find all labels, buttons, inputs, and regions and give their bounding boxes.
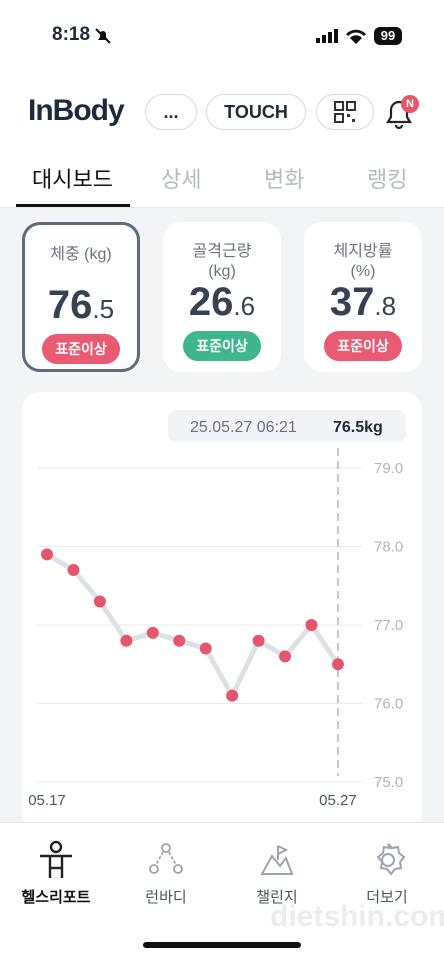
touch-button[interactable]: TOUCH (206, 94, 306, 130)
tab-underline (16, 204, 130, 207)
card-value: 37.8 (304, 280, 422, 325)
divider (0, 207, 444, 208)
point (146, 626, 159, 639)
watermark: dietshin.com (270, 900, 444, 933)
point (93, 595, 106, 608)
chart: 25.05.27 06:21 76.5kg 79.0 78.0 77.0 76.0 75… (28, 410, 406, 809)
logo: InBody (28, 94, 125, 127)
nav-item[interactable]: 챌린지 (256, 889, 298, 906)
status-pill: 표준이상 (42, 334, 120, 364)
chart-card: 25.05.27 06:21 76.5kg 79.0 78.0 77.0 76.0 75… (22, 392, 422, 832)
card[interactable]: 체중 (kg) 76.5 표준이상 (22, 222, 140, 372)
clock: 8:18 (52, 24, 91, 45)
value-dec: .8 (374, 291, 397, 321)
y-tick-label: 75.0 (374, 774, 403, 791)
y-tick-label: 79.0 (374, 460, 403, 477)
tooltip-value: 76.5kg (333, 419, 383, 436)
y-tick-label: 78.0 (374, 539, 403, 556)
point (199, 642, 212, 655)
home-indicator (143, 942, 301, 948)
tab[interactable]: 상세 (161, 167, 202, 192)
card-value: 26.6 (163, 280, 281, 325)
status-pill: 표준이상 (183, 331, 261, 361)
more-button[interactable]: ... (145, 94, 197, 130)
value-int: 76 (47, 283, 93, 327)
card-label: 골격근량 (kg) (192, 243, 252, 280)
point (120, 634, 133, 647)
value-int: 26 (188, 280, 234, 324)
point (173, 634, 186, 647)
nav-item[interactable]: 더보기 (366, 889, 408, 906)
card-label: 체지방률 (%) (333, 243, 393, 280)
qr-button[interactable] (316, 94, 374, 130)
point (279, 650, 292, 663)
x-tick-label: 05.27 (319, 792, 357, 809)
point (226, 689, 239, 702)
badge: N (401, 95, 419, 113)
battery: 99 (374, 27, 402, 45)
y-tick-label: 77.0 (374, 617, 403, 634)
bottom-nav (0, 822, 444, 961)
qr-icon (334, 101, 356, 123)
card[interactable]: 골격근량 (kg) 26.6 표준이상 (163, 222, 281, 372)
point (331, 658, 344, 671)
nav-icons (40, 840, 406, 878)
nav-item[interactable]: 런바디 (145, 889, 187, 906)
signal-wifi (316, 29, 366, 44)
point (252, 634, 265, 647)
y-tick-label: 76.0 (374, 696, 403, 713)
tab[interactable]: 변화 (264, 167, 305, 192)
silent-icon (95, 28, 111, 44)
tab-active[interactable]: 대시보드 (32, 167, 113, 192)
tab[interactable]: 랭킹 (367, 167, 408, 192)
x-tick-label: 05.17 (28, 792, 66, 809)
line (45, 552, 341, 699)
point (67, 564, 80, 577)
value-int: 37 (329, 280, 375, 324)
point (305, 619, 318, 631)
card-value: 76.5 (25, 283, 137, 328)
value-dec: .5 (92, 294, 115, 324)
value-dec: .6 (233, 291, 256, 321)
nav-item-active[interactable]: 헬스리포트 (21, 889, 91, 906)
tooltip-date: 25.05.27 06:21 (190, 419, 297, 436)
card-label: 체중 (kg) (50, 246, 112, 263)
card[interactable]: 체지방률 (%) 37.8 표준이상 (304, 222, 422, 372)
tooltip-box (168, 410, 406, 442)
point (41, 548, 53, 561)
status-pill: 표준이상 (324, 331, 402, 361)
